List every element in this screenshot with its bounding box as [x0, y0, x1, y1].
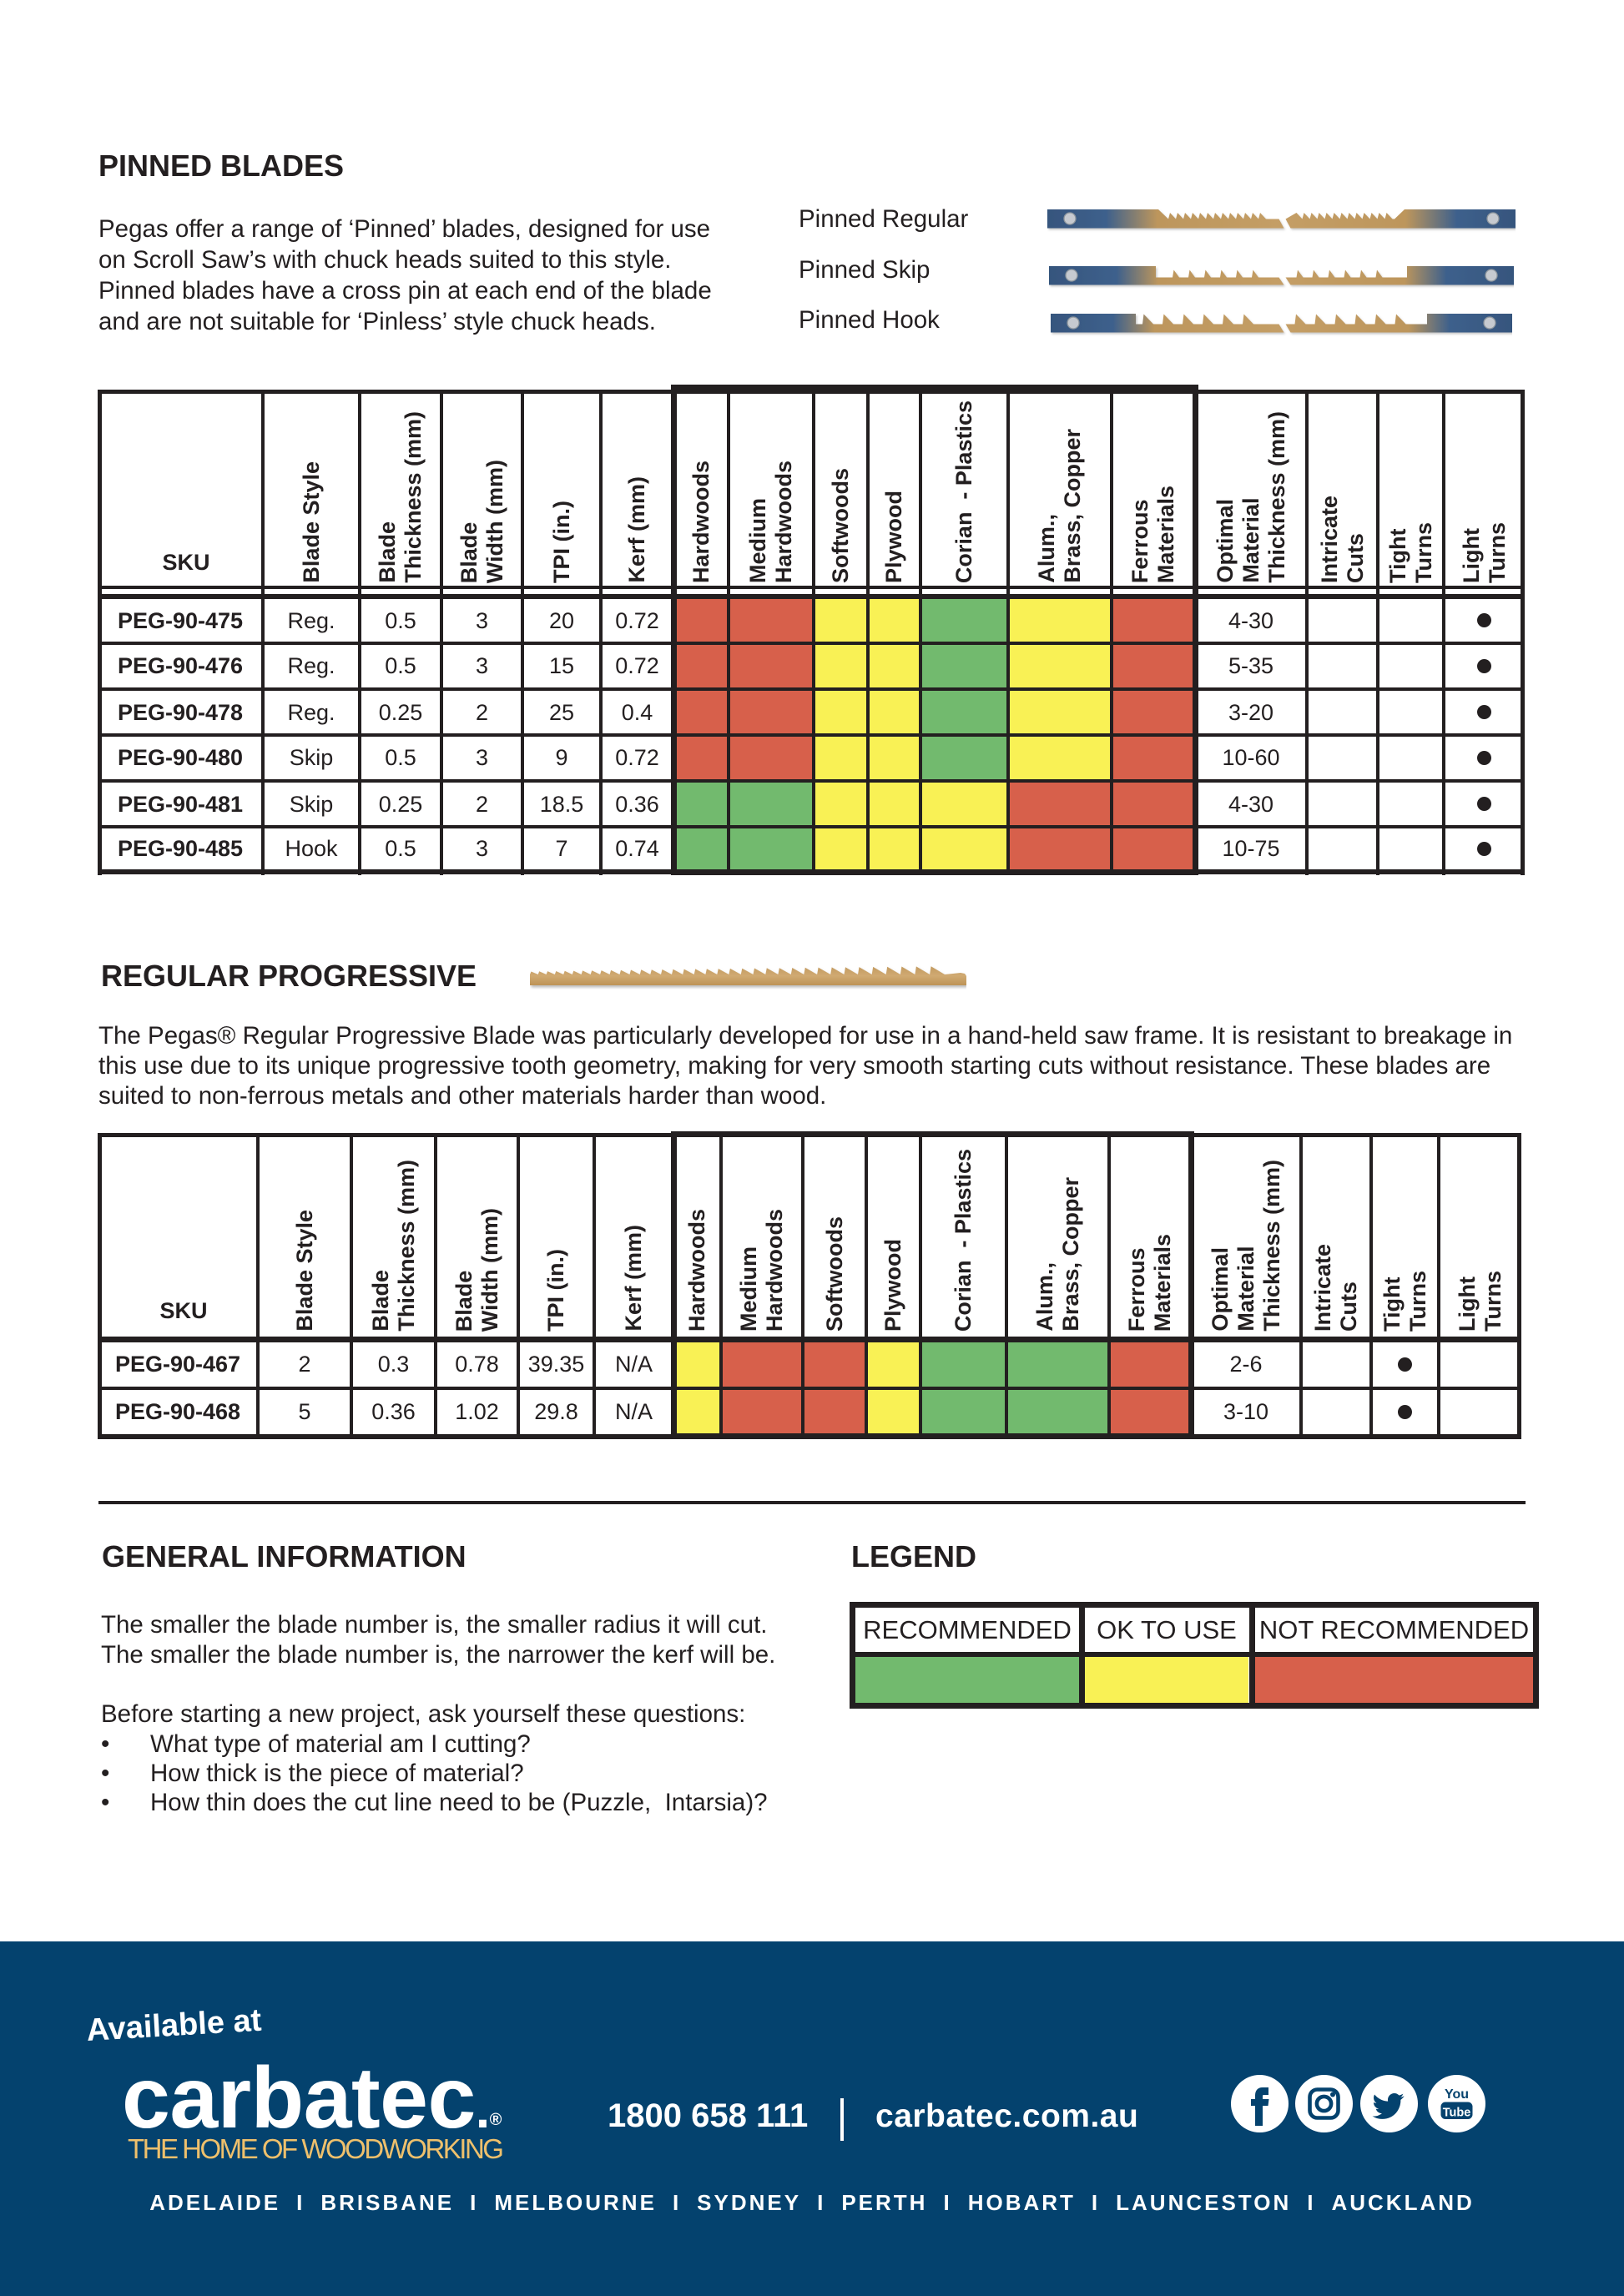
svg-text:You: You [1445, 2087, 1469, 2102]
svg-text:Tube: Tube [1443, 2107, 1471, 2120]
